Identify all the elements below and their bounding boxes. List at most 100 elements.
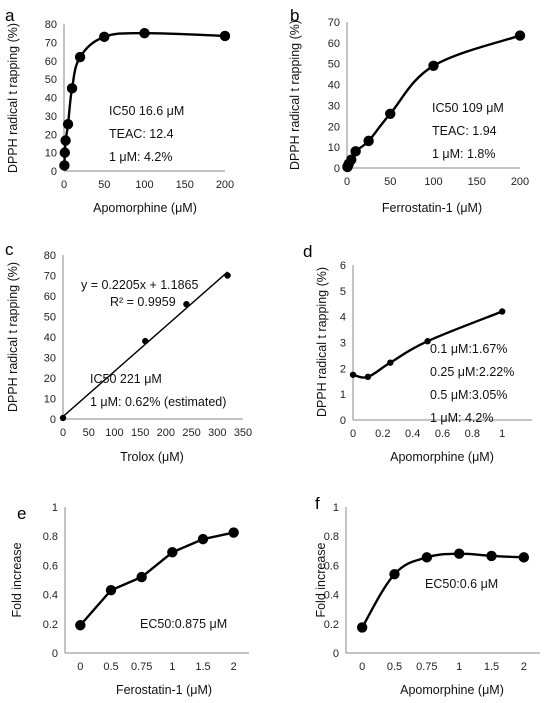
data-point [514, 30, 526, 41]
data-point [346, 154, 357, 165]
x-tick-label: 0.5 [387, 661, 402, 673]
x-tick-label: 0.75 [131, 661, 152, 673]
y-tick-label: 0 [333, 648, 339, 660]
x-tick-label: 1 [499, 428, 505, 440]
y-tick-label: 60 [45, 56, 57, 68]
data-point [219, 30, 231, 42]
x-axis-title: Ferostatin-1 (μM) [116, 683, 212, 697]
x-axis-title: Apomorphine (μM) [93, 201, 197, 215]
annotation-text: IC50 109 μM [432, 101, 504, 115]
data-point [389, 568, 400, 580]
data-point [228, 527, 239, 538]
x-tick-label: 0 [60, 427, 66, 439]
data-point [364, 373, 372, 381]
x-tick-label: 0.5 [103, 661, 118, 673]
y-tick-label: 0.6 [43, 560, 58, 572]
y-tick-label: 0 [50, 414, 56, 426]
x-axis-title: Apomorphine (μM) [400, 683, 504, 697]
y-tick-label: 0 [52, 648, 58, 660]
y-tick-label: 70 [44, 271, 56, 283]
data-point [99, 31, 110, 43]
data-point [62, 118, 74, 130]
x-tick-label: 1.5 [484, 661, 499, 673]
y-tick-label: 0.2 [43, 619, 58, 631]
y-tick-label: 0 [51, 166, 57, 178]
y-tick-label: 40 [328, 80, 340, 92]
y-tick-label: 40 [44, 332, 56, 344]
y-axis-title: DPPH radical t rapping (%) [6, 23, 20, 173]
y-tick-label: 0.2 [324, 619, 339, 631]
x-tick-label: 0 [77, 661, 83, 673]
y-tick-label: 70 [45, 37, 57, 49]
y-tick-label: 5 [340, 286, 346, 298]
y-tick-label: 30 [44, 353, 56, 365]
y-tick-label: 50 [44, 312, 56, 324]
x-tick-label: 100 [135, 179, 153, 191]
y-tick-label: 0.8 [43, 531, 58, 543]
y-tick-label: 1 [340, 389, 346, 401]
annotation-text: 0.5 μM:3.05% [430, 388, 507, 402]
data-point [387, 359, 394, 366]
x-tick-label: 2 [521, 661, 527, 673]
y-tick-label: 0.4 [324, 590, 339, 602]
panel-label: e [17, 504, 26, 523]
y-tick-label: 20 [328, 121, 340, 133]
y-tick-label: 0.6 [324, 560, 339, 572]
y-axis-title: DPPH radical t rapping (%) [288, 20, 302, 170]
x-tick-label: 0 [344, 176, 350, 188]
chart-panel-e: e 0 0.2 0.4 0.6 0.8 1 0 0.5 0.75 1 1.5 2 Ferostatin-1… [10, 502, 249, 697]
x-tick-label: 0 [350, 428, 356, 440]
x-tick-label: 200 [157, 427, 175, 439]
data-point [385, 108, 396, 119]
data-point [139, 27, 150, 39]
annotation-text: TEAC: 1.94 [432, 124, 497, 138]
data-point [105, 585, 117, 596]
y-tick-label: 4 [340, 312, 346, 324]
y-tick-label: 30 [45, 111, 57, 123]
y-tick-label: 0 [334, 163, 340, 175]
x-tick-label: 200 [216, 179, 234, 191]
series-line [63, 31, 226, 166]
y-tick-label: 60 [328, 38, 340, 50]
y-tick-label: 10 [45, 148, 57, 160]
y-tick-label: 1 [52, 502, 58, 514]
data-point [350, 146, 361, 157]
x-tick-label: 1 [169, 661, 175, 673]
x-axis-title: Trolox (μM) [120, 450, 184, 464]
panel-label: b [290, 6, 299, 25]
annotation-text: y = 0.2205x + 1.1865 [81, 278, 199, 292]
y-tick-label: 40 [45, 93, 57, 105]
data-point [142, 337, 149, 345]
x-tick-label: 0.2 [375, 428, 390, 440]
annotation-text: TEAC: 12.4 [109, 127, 174, 141]
x-tick-label: 250 [182, 427, 200, 439]
data-point [59, 147, 71, 158]
data-point [60, 135, 71, 146]
y-tick-label: 50 [328, 59, 340, 71]
data-point [66, 83, 78, 94]
annotation-text: EC50:0.6 μM [425, 577, 498, 591]
data-point [74, 51, 86, 63]
x-tick-label: 1 [456, 661, 462, 673]
data-point [136, 571, 147, 583]
data-point [224, 272, 231, 279]
x-tick-label: 200 [511, 176, 529, 188]
data-point [421, 552, 433, 563]
y-tick-label: 3 [340, 338, 346, 350]
y-tick-label: 0.8 [324, 531, 339, 543]
data-point [75, 620, 86, 631]
data-point [498, 308, 506, 315]
y-tick-label: 80 [45, 19, 57, 31]
annotation-text: 0.25 μM:2.22% [430, 365, 514, 379]
y-tick-label: 20 [44, 373, 56, 385]
panel-label: a [5, 6, 15, 25]
y-tick-label: 0.4 [43, 590, 58, 602]
y-tick-label: 0 [340, 415, 346, 427]
chart-panel-d: d 0 1 2 3 4 5 6 0 0.2 0.4 0.6 0.8 1 Apomorphine (μM) DP… [303, 242, 532, 464]
data-point [59, 414, 67, 422]
data-point [486, 550, 497, 562]
y-tick-label: 1 [333, 502, 339, 514]
x-axis-title: Apomorphine (μM) [390, 450, 494, 464]
x-tick-label: 0 [61, 179, 67, 191]
